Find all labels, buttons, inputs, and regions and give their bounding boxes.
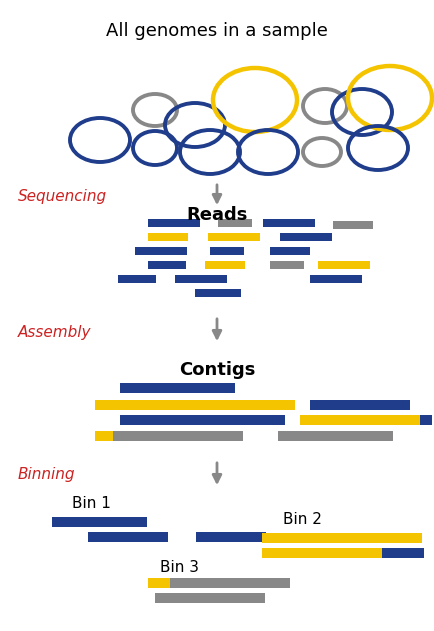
Bar [120,383,234,393]
Bar [170,578,289,588]
Bar [148,578,170,588]
Bar [174,275,227,283]
Bar [95,431,113,441]
Bar [317,261,369,269]
Bar [207,233,260,241]
Text: Bin 3: Bin 3 [160,560,198,574]
Bar [196,532,265,542]
Bar [309,400,409,410]
Bar [270,247,309,255]
Bar [332,221,372,229]
Bar [204,261,244,269]
Text: Bin 1: Bin 1 [72,495,111,510]
Text: Assembly: Assembly [18,326,91,341]
Bar [52,517,147,527]
Bar [299,415,419,425]
Bar [309,275,361,283]
Text: All genomes in a sample: All genomes in a sample [106,22,327,40]
Bar [261,548,381,558]
Bar [148,261,186,269]
Bar [88,532,168,542]
Bar [118,275,156,283]
Bar [120,415,284,425]
Text: Reads: Reads [186,206,247,224]
Bar [261,533,421,543]
Bar [113,431,243,441]
Bar [277,431,392,441]
Bar [155,593,264,603]
Text: Contigs: Contigs [178,361,255,379]
Text: Binning: Binning [18,466,76,481]
Text: Bin 2: Bin 2 [283,512,321,526]
Bar [217,219,251,227]
Bar [270,261,303,269]
Bar [279,233,331,241]
Bar [148,219,200,227]
Bar [263,219,314,227]
Bar [419,415,431,425]
Bar [210,247,243,255]
Bar [381,548,423,558]
Bar [148,233,187,241]
Bar [135,247,187,255]
Text: Sequencing: Sequencing [18,189,107,204]
Bar [95,400,294,410]
Bar [194,289,240,297]
